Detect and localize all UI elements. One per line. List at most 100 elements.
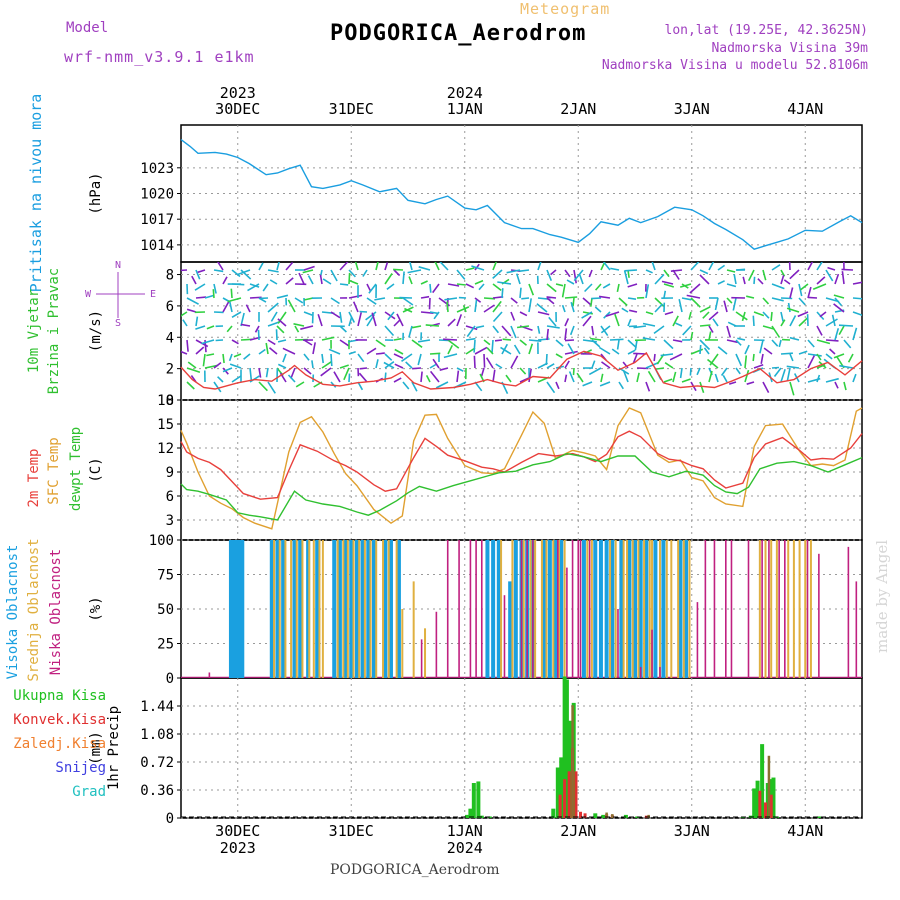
wind-barb (384, 372, 387, 383)
wind-barb (780, 311, 784, 322)
wind-barb (800, 283, 809, 291)
wind-barb (757, 278, 764, 285)
wind-barb (492, 311, 503, 323)
wind-barb (491, 339, 494, 354)
wind-barb (572, 297, 575, 307)
top-axis-day-label: 31DEC (329, 100, 374, 118)
wind-barb (798, 317, 808, 327)
wind-barb (515, 273, 521, 285)
temp-2m-axis-label: 2m Temp (26, 448, 42, 507)
wind-barb (290, 367, 296, 379)
wind-barb (401, 353, 413, 362)
wind-barb (555, 353, 563, 359)
wind-barb (735, 353, 743, 367)
wind-barb (816, 262, 823, 271)
wind-barb (786, 367, 791, 381)
wind-barb (186, 297, 199, 305)
wind-barb (276, 325, 285, 334)
wind-barb (357, 312, 362, 327)
wind-barb (485, 357, 494, 369)
wind-barb (277, 311, 287, 324)
wind-barb (439, 367, 449, 371)
wind-barb (763, 347, 773, 355)
compass-north: N (115, 260, 121, 271)
wind-barb (726, 325, 732, 338)
wind-barb (841, 271, 845, 285)
wind-barb (302, 269, 314, 274)
wind-barb (384, 325, 395, 337)
wind-barb (591, 360, 596, 369)
y-tick-label: 0 (166, 811, 174, 827)
wind-barb (393, 268, 404, 271)
wind-barb (645, 361, 660, 369)
sfc-temp-line (180, 407, 863, 530)
wind-barb (670, 269, 683, 272)
y-tick-label: 0.72 (140, 755, 174, 771)
wind-barb (510, 355, 519, 369)
panel-unit-label: (mm) (88, 731, 104, 765)
wind-barb (642, 322, 656, 327)
wind-barb (408, 276, 413, 285)
wind-barb (343, 367, 350, 381)
wind-barb (737, 337, 746, 341)
wind-barb (622, 361, 629, 369)
wind-barb (304, 297, 314, 301)
wind-barb (276, 294, 289, 299)
wind-barb (348, 294, 363, 299)
bottom-axis-year-label: 2024 (447, 839, 483, 857)
wind-barb (621, 307, 629, 313)
wind-barb (618, 297, 628, 307)
wind-barb (231, 339, 239, 345)
wind-barb (760, 353, 764, 364)
wind-barb (212, 289, 215, 299)
wind-barb (285, 277, 294, 285)
wind-barb (566, 279, 575, 285)
wind-barb (825, 339, 839, 342)
wind-barb (600, 373, 604, 383)
wind-barb (492, 325, 500, 334)
wind-barb (717, 264, 726, 271)
wind-barb (584, 283, 593, 293)
wind-barb (268, 347, 278, 355)
wind-barb (359, 367, 368, 370)
wind-barb (339, 325, 347, 333)
wind-barb (546, 328, 549, 341)
wind-barb (753, 363, 764, 369)
wind-barb (492, 283, 502, 292)
wind-barb (747, 269, 755, 282)
wind-barb (186, 339, 189, 352)
wind-barb (807, 339, 815, 348)
wind-barb (492, 269, 503, 279)
wind-barb (411, 325, 422, 329)
wind-barb (366, 297, 377, 305)
wind-barb (505, 374, 512, 383)
wind-barb (762, 311, 770, 319)
cloud-low-axis-label: Niska Oblacnost (48, 549, 64, 675)
wind-barb (240, 269, 252, 280)
wind-barb (475, 325, 485, 329)
wind-barb (681, 297, 692, 301)
wind-barb (609, 338, 624, 341)
wind-barb (634, 339, 638, 351)
wind-barb (394, 363, 404, 369)
wind-barb (689, 283, 701, 294)
wind-barb (717, 280, 725, 285)
wind-barb (194, 283, 206, 291)
wind-barb (374, 297, 386, 301)
wind-barb (339, 364, 349, 369)
y-tick-label: 1014 (140, 238, 174, 254)
wind-barb (610, 267, 620, 271)
wind-barb (770, 311, 773, 321)
wind-barb (660, 353, 674, 357)
wind-barb (546, 297, 555, 305)
wind-barb (349, 279, 359, 285)
y-tick-label: 1020 (140, 187, 174, 203)
wind-barb (269, 279, 278, 285)
wind-barb (841, 268, 854, 271)
wind-barb (614, 313, 620, 327)
wind-barb (465, 337, 476, 341)
wind-barb (664, 311, 674, 316)
wind-barb (605, 311, 620, 318)
wind-barb (798, 283, 803, 297)
wind-barb (339, 262, 349, 271)
